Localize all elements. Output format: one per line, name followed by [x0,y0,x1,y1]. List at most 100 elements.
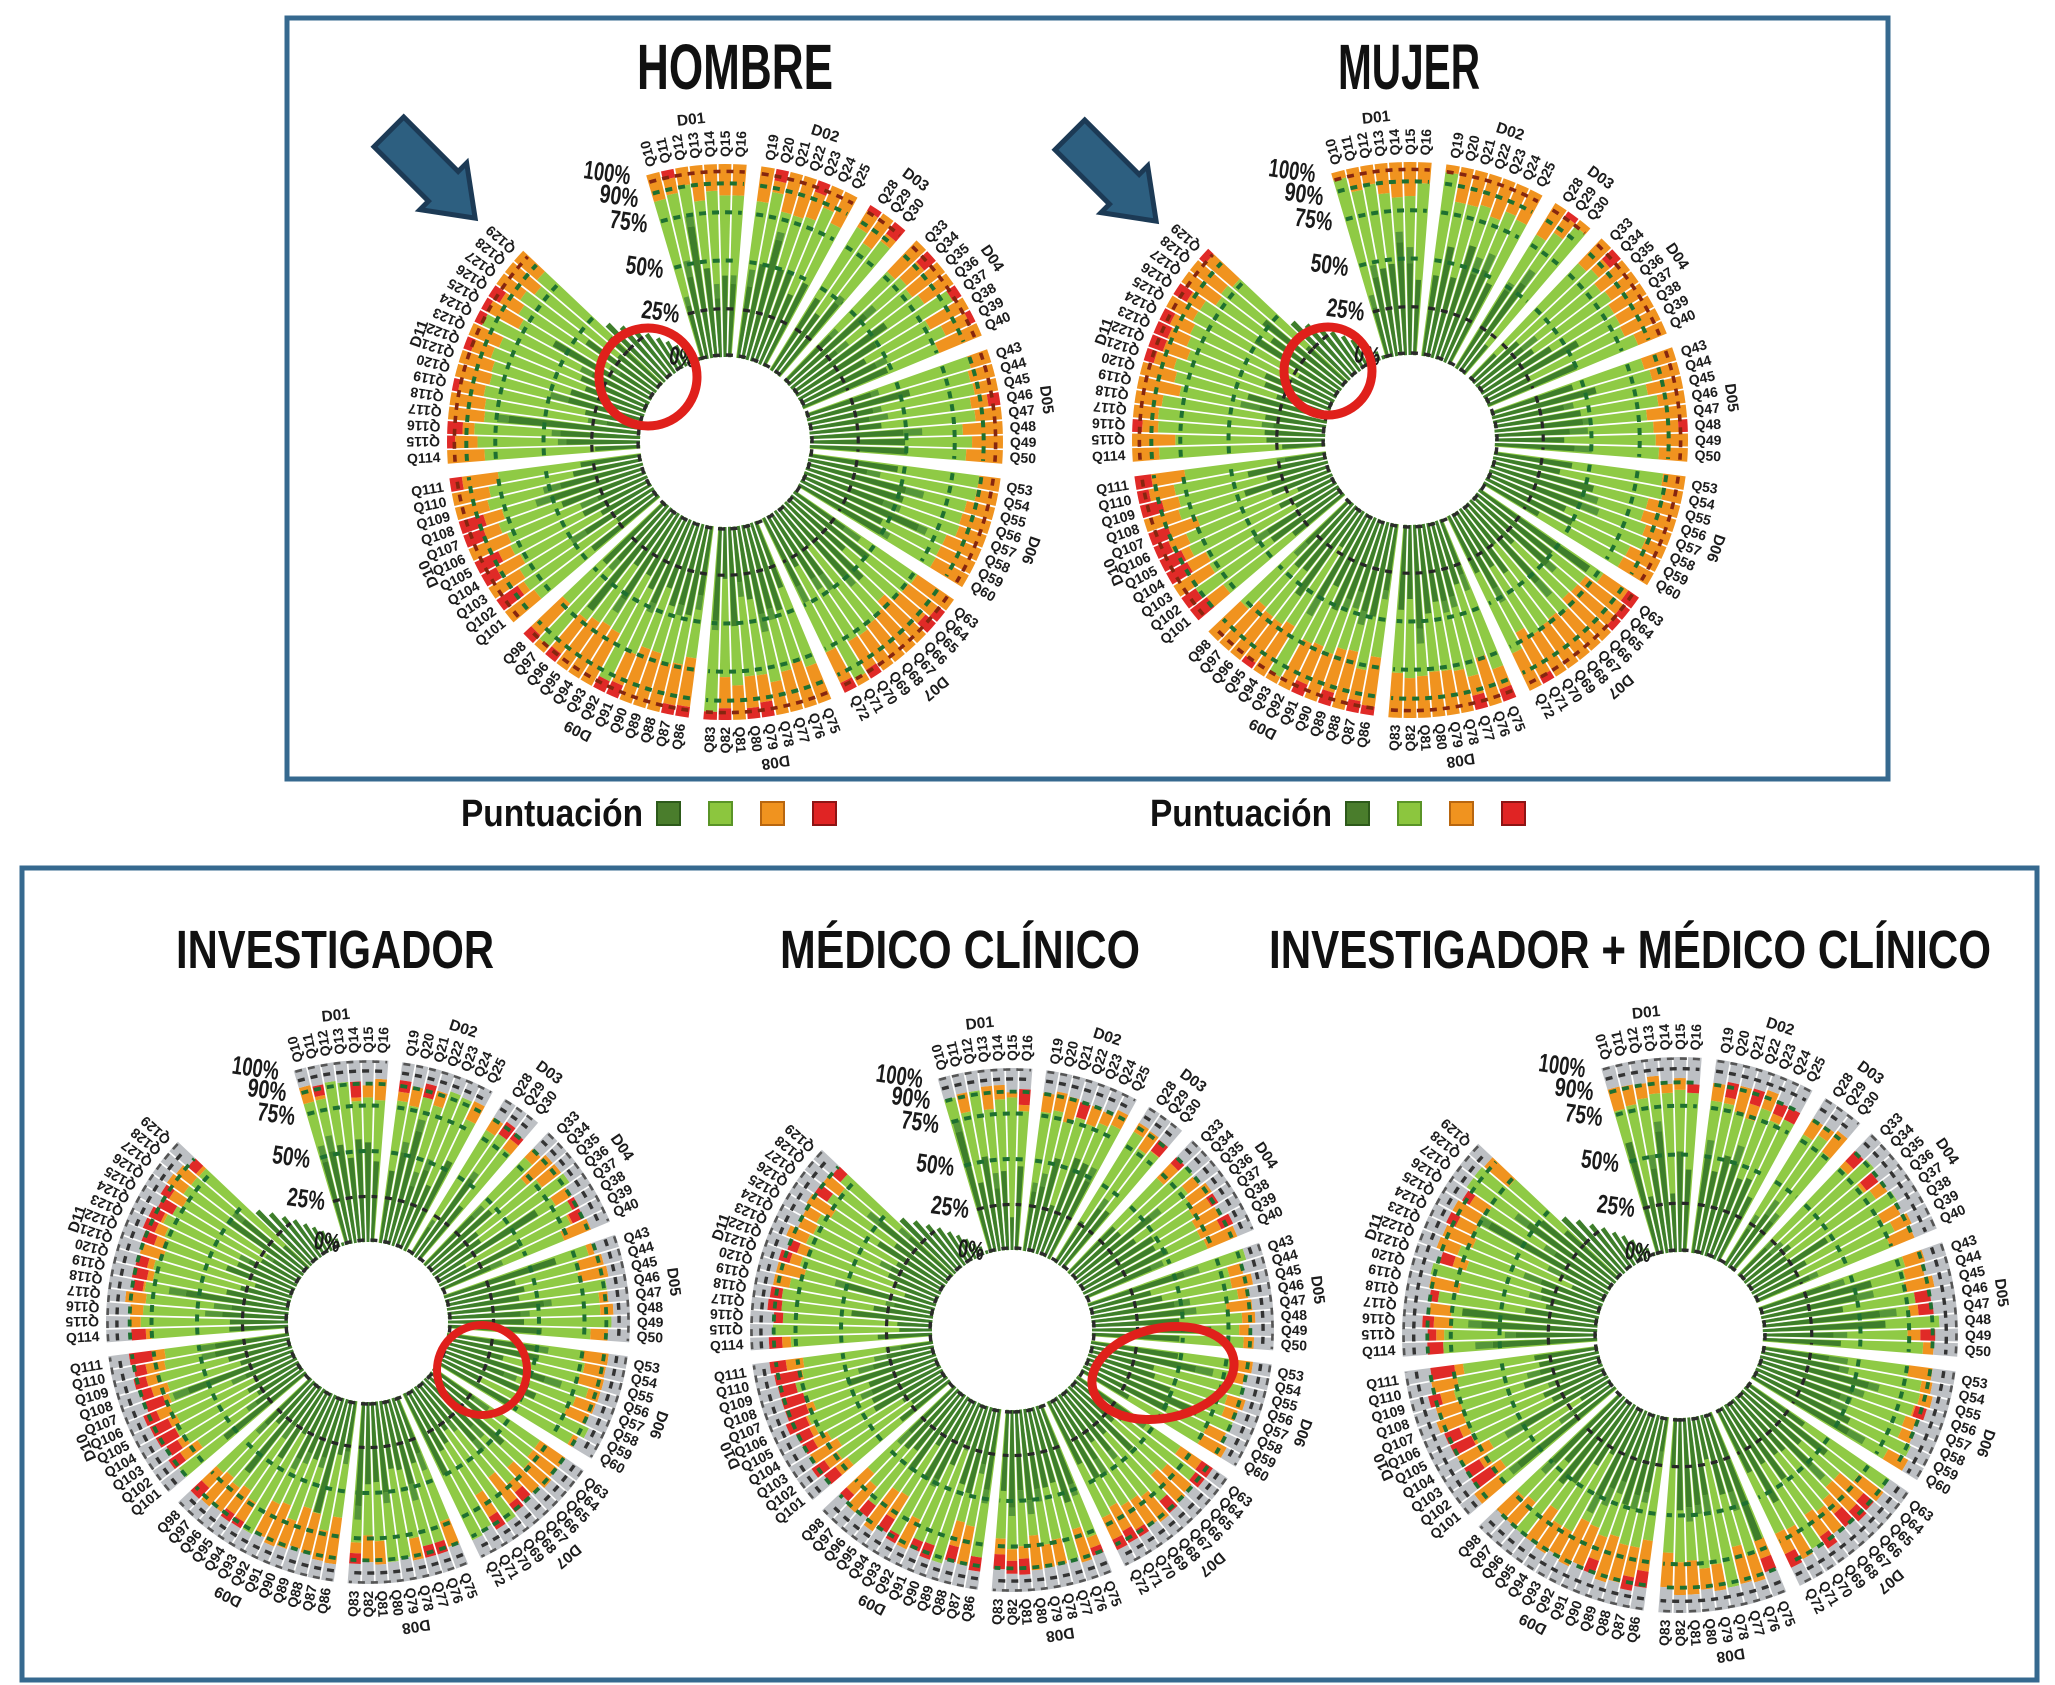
svg-text:Q118: Q118 [68,1267,104,1288]
svg-text:Q54: Q54 [1957,1387,1986,1408]
svg-text:90%: 90% [1283,176,1326,211]
svg-text:Q115: Q115 [65,1314,99,1330]
svg-text:Q13: Q13 [1639,1024,1658,1052]
svg-text:Q119: Q119 [714,1259,750,1282]
svg-text:0%: 0% [1623,1235,1653,1268]
svg-text:Q78: Q78 [1461,717,1482,746]
svg-text:Q81: Q81 [1018,1598,1035,1625]
svg-text:Q22: Q22 [1491,141,1514,171]
svg-text:Q55: Q55 [1683,506,1713,528]
svg-text:Q117: Q117 [1362,1294,1397,1313]
svg-text:Q116: Q116 [1361,1310,1395,1328]
svg-text:Q119: Q119 [1367,1261,1403,1284]
svg-text:Q49: Q49 [1695,432,1722,448]
svg-text:Q82: Q82 [360,1591,376,1618]
svg-text:Q14: Q14 [989,1034,1006,1061]
svg-text:Q48: Q48 [636,1299,663,1316]
svg-text:50%: 50% [624,249,666,284]
svg-text:Q86: Q86 [958,1594,978,1623]
svg-text:Q12: Q12 [1623,1026,1643,1055]
svg-text:Q54: Q54 [1273,1378,1302,1399]
svg-text:Q20: Q20 [777,135,798,164]
svg-text:Puntuación: Puntuación [461,793,643,835]
svg-text:Q81: Q81 [732,726,749,753]
svg-text:Q110: Q110 [714,1378,750,1401]
svg-text:Q22: Q22 [806,143,829,173]
svg-text:Q119: Q119 [412,368,448,391]
svg-text:Q77: Q77 [1476,713,1498,743]
svg-text:Q20: Q20 [1732,1028,1753,1057]
svg-text:Q56: Q56 [994,523,1024,546]
svg-text:Q19: Q19 [1447,131,1467,160]
svg-text:Q119: Q119 [1097,366,1133,389]
svg-text:Q46: Q46 [1690,383,1719,403]
svg-text:Q77: Q77 [1074,1588,1096,1618]
svg-text:Q10: Q10 [637,139,659,169]
svg-text:Q49: Q49 [1010,434,1037,450]
svg-text:Q46: Q46 [1005,385,1034,405]
svg-text:Q48: Q48 [1694,416,1721,433]
svg-text:25%: 25% [1595,1188,1637,1223]
svg-text:25%: 25% [929,1189,971,1224]
svg-text:Q44: Q44 [1953,1247,1983,1269]
svg-text:Q114: Q114 [407,449,441,467]
svg-text:Q44: Q44 [1683,352,1713,374]
svg-text:Q16: Q16 [1417,128,1434,155]
svg-text:D08: D08 [760,751,791,772]
svg-text:Q80: Q80 [1432,723,1451,751]
svg-text:Q78: Q78 [1060,1591,1081,1620]
svg-text:Q81: Q81 [374,1590,391,1617]
svg-text:Q10: Q10 [928,1042,950,1072]
svg-text:Q76: Q76 [805,711,828,741]
svg-text:Q89: Q89 [1576,1603,1599,1633]
svg-text:Q53: Q53 [1276,1364,1305,1384]
svg-text:Q114: Q114 [66,1328,100,1346]
svg-text:Q88: Q88 [637,715,659,745]
svg-text:Q14: Q14 [1386,128,1403,155]
svg-text:Q116: Q116 [1091,415,1125,433]
svg-text:Q56: Q56 [1949,1416,1979,1439]
svg-text:100%: 100% [1267,152,1318,188]
svg-text:Q86: Q86 [314,1586,334,1615]
svg-text:Q48: Q48 [1280,1307,1307,1324]
svg-text:Q44: Q44 [626,1238,656,1260]
svg-text:Q110: Q110 [1097,491,1133,514]
svg-text:Q115: Q115 [406,434,440,450]
svg-text:Q15: Q15 [1402,128,1418,155]
svg-text:Q116: Q116 [65,1298,99,1316]
svg-text:Q76: Q76 [1490,709,1513,739]
svg-text:Q50: Q50 [1964,1342,1991,1359]
svg-text:Q47: Q47 [1693,399,1721,418]
svg-text:Q45: Q45 [1957,1262,1986,1283]
svg-text:MÉDICO CLÍNICO: MÉDICO CLÍNICO [780,920,1140,980]
svg-text:Q48: Q48 [1009,418,1036,435]
svg-text:Q77: Q77 [791,715,813,745]
svg-text:Q83: Q83 [701,726,718,753]
svg-text:Q21: Q21 [1074,1042,1096,1072]
svg-text:D05: D05 [663,1267,684,1298]
svg-text:Q45: Q45 [629,1253,658,1274]
svg-text:Q87: Q87 [299,1583,320,1612]
svg-text:D01: D01 [676,110,706,130]
svg-text:Q110: Q110 [70,1370,106,1393]
svg-text:Q81: Q81 [1417,724,1434,751]
svg-text:Q14: Q14 [701,130,718,157]
svg-text:Q86: Q86 [668,722,688,751]
svg-text:Q13: Q13 [973,1035,992,1063]
svg-text:Q88: Q88 [928,1588,950,1618]
svg-text:Q79: Q79 [1447,720,1467,749]
svg-text:Q11: Q11 [1608,1029,1629,1058]
svg-text:Q83: Q83 [989,1598,1006,1625]
svg-text:Q53: Q53 [1690,477,1719,497]
svg-text:Q114: Q114 [1092,447,1126,465]
svg-text:Q79: Q79 [762,722,782,751]
svg-text:100%: 100% [874,1058,925,1094]
svg-text:Q13: Q13 [1369,129,1388,157]
svg-text:Q19: Q19 [1717,1026,1737,1055]
svg-text:Q50: Q50 [1280,1336,1307,1353]
svg-text:HOMBRE: HOMBRE [637,31,833,103]
svg-text:Q111: Q111 [69,1356,104,1377]
svg-text:Q80: Q80 [1032,1597,1051,1625]
svg-text:Q21: Q21 [1746,1032,1768,1062]
svg-text:D05: D05 [1721,383,1742,414]
